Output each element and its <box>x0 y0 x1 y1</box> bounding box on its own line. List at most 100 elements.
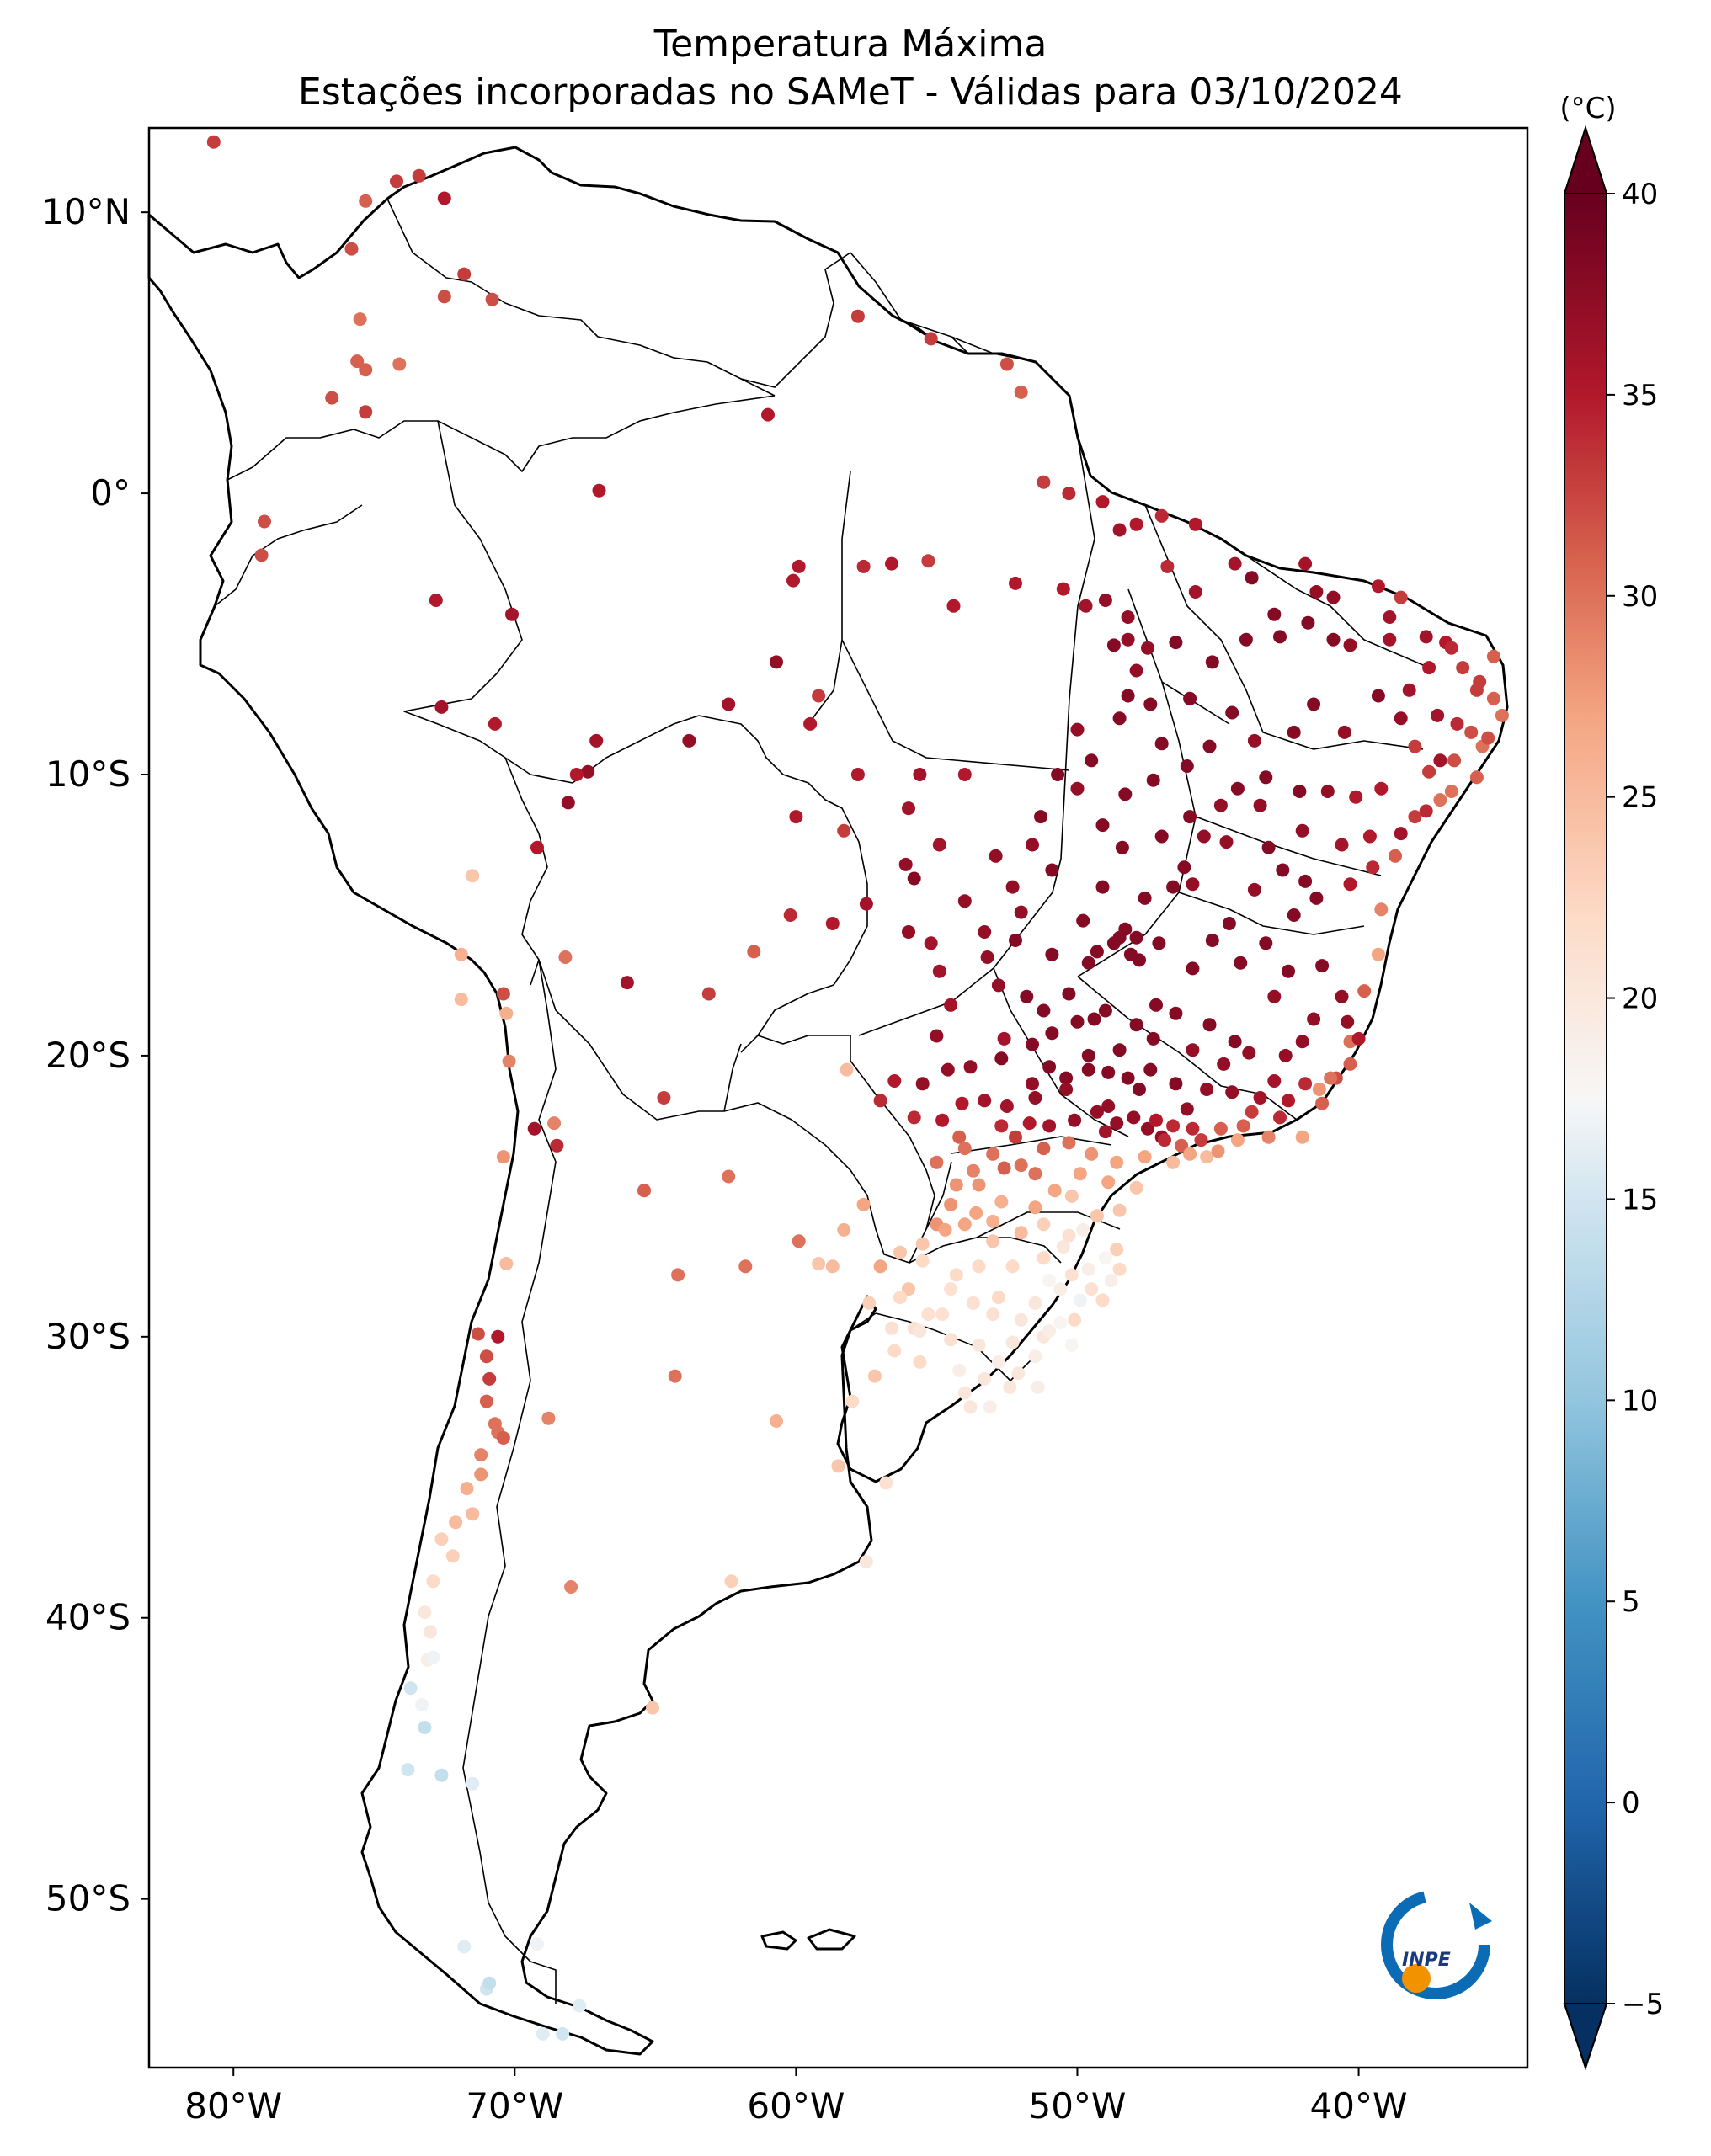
station-point <box>1298 1077 1313 1091</box>
station-point <box>997 1161 1011 1175</box>
station-point <box>997 1031 1011 1046</box>
station-point <box>1022 1116 1037 1131</box>
station-point <box>840 1062 854 1077</box>
station-point <box>434 1532 449 1546</box>
station-point <box>825 1259 840 1274</box>
station-point <box>1247 733 1261 748</box>
station-point <box>1149 998 1163 1012</box>
border-peru-brazil <box>403 420 700 784</box>
station-point <box>1180 1102 1194 1116</box>
station-point <box>789 810 803 824</box>
station-point <box>1129 663 1143 678</box>
station-point <box>935 1113 950 1127</box>
station-point <box>499 1257 514 1270</box>
station-point <box>1166 1119 1181 1133</box>
station-point <box>957 1217 972 1232</box>
station-point <box>536 2026 550 2041</box>
station-point <box>1141 1121 1154 1136</box>
y-tick-label: 50°S <box>45 1878 131 1919</box>
station-point <box>1045 1026 1059 1041</box>
station-point <box>1064 1268 1079 1282</box>
station-point <box>325 391 339 405</box>
station-point <box>952 1363 967 1377</box>
station-point <box>944 1197 958 1211</box>
station-point <box>1273 630 1287 644</box>
station-point <box>1079 599 1093 613</box>
station-point <box>1149 1113 1163 1127</box>
station-point <box>1278 1048 1293 1062</box>
station-point <box>1042 1324 1057 1339</box>
station-point <box>258 514 271 529</box>
station-point <box>466 869 480 883</box>
station-point <box>1141 641 1154 655</box>
station-point <box>991 1291 1005 1305</box>
station-point <box>1106 638 1121 652</box>
colorbar-tick-label: 0 <box>1622 1786 1640 1820</box>
station-point <box>957 894 972 908</box>
station-point <box>1481 731 1495 745</box>
station-point <box>479 1349 493 1364</box>
station-point <box>437 290 451 304</box>
station-point <box>1366 860 1380 875</box>
station-point <box>1121 1071 1135 1085</box>
station-point <box>1419 804 1433 818</box>
station-point <box>930 1155 944 1169</box>
map-content <box>147 135 1509 2056</box>
station-point <box>1062 1136 1076 1150</box>
station-point <box>401 1763 415 1777</box>
station-point <box>803 716 818 731</box>
station-point <box>457 1940 472 1954</box>
station-point <box>1326 590 1341 604</box>
station-point <box>1146 1031 1160 1046</box>
station-point <box>1166 880 1181 894</box>
station-point <box>1085 1147 1099 1161</box>
station-point <box>924 332 938 346</box>
station-point <box>1121 610 1135 624</box>
station-point <box>1143 1062 1158 1077</box>
station-point <box>825 917 840 930</box>
station-point <box>474 1448 488 1462</box>
y-tick-label: 10°S <box>45 753 131 795</box>
station-point <box>1112 1043 1127 1057</box>
station-point <box>1081 1048 1095 1062</box>
station-point <box>1213 798 1228 812</box>
station-point <box>558 950 573 964</box>
station-point <box>1177 860 1191 875</box>
station-point <box>1245 1105 1259 1119</box>
x-tick-label: 50°W <box>1028 2085 1126 2127</box>
x-tick-label: 40°W <box>1310 2085 1408 2127</box>
station-point <box>1037 1003 1051 1018</box>
station-point <box>1253 1091 1267 1105</box>
station-point <box>488 716 502 731</box>
station-point <box>783 908 797 922</box>
border-guyanas <box>850 252 1037 363</box>
station-point <box>1169 1006 1183 1020</box>
station-point <box>392 357 407 371</box>
station-point <box>898 857 913 871</box>
station-point <box>412 168 426 183</box>
station-point <box>1112 1262 1127 1276</box>
station-point <box>1343 877 1357 892</box>
station-point <box>1234 956 1248 970</box>
station-point <box>963 1400 978 1414</box>
station-point <box>856 1197 871 1211</box>
station-point <box>1456 661 1470 675</box>
station-point <box>1095 495 1110 509</box>
station-point <box>1169 1077 1183 1091</box>
station-point <box>1059 1071 1074 1085</box>
station-point <box>350 354 365 369</box>
station-point <box>1009 576 1022 590</box>
station-point <box>1469 770 1484 785</box>
station-point <box>1129 1018 1143 1032</box>
colorbar-tick-label: 10 <box>1622 1384 1658 1418</box>
station-point <box>482 1976 497 1990</box>
station-point <box>527 1121 541 1136</box>
station-point <box>1014 385 1028 399</box>
colorbar-tick-label: 15 <box>1622 1183 1658 1216</box>
station-point <box>1085 1282 1099 1296</box>
station-point <box>1183 1147 1197 1161</box>
station-point <box>1056 1240 1070 1254</box>
station-point <box>1037 475 1051 489</box>
station-point <box>1028 1091 1042 1105</box>
station-point <box>485 292 499 306</box>
